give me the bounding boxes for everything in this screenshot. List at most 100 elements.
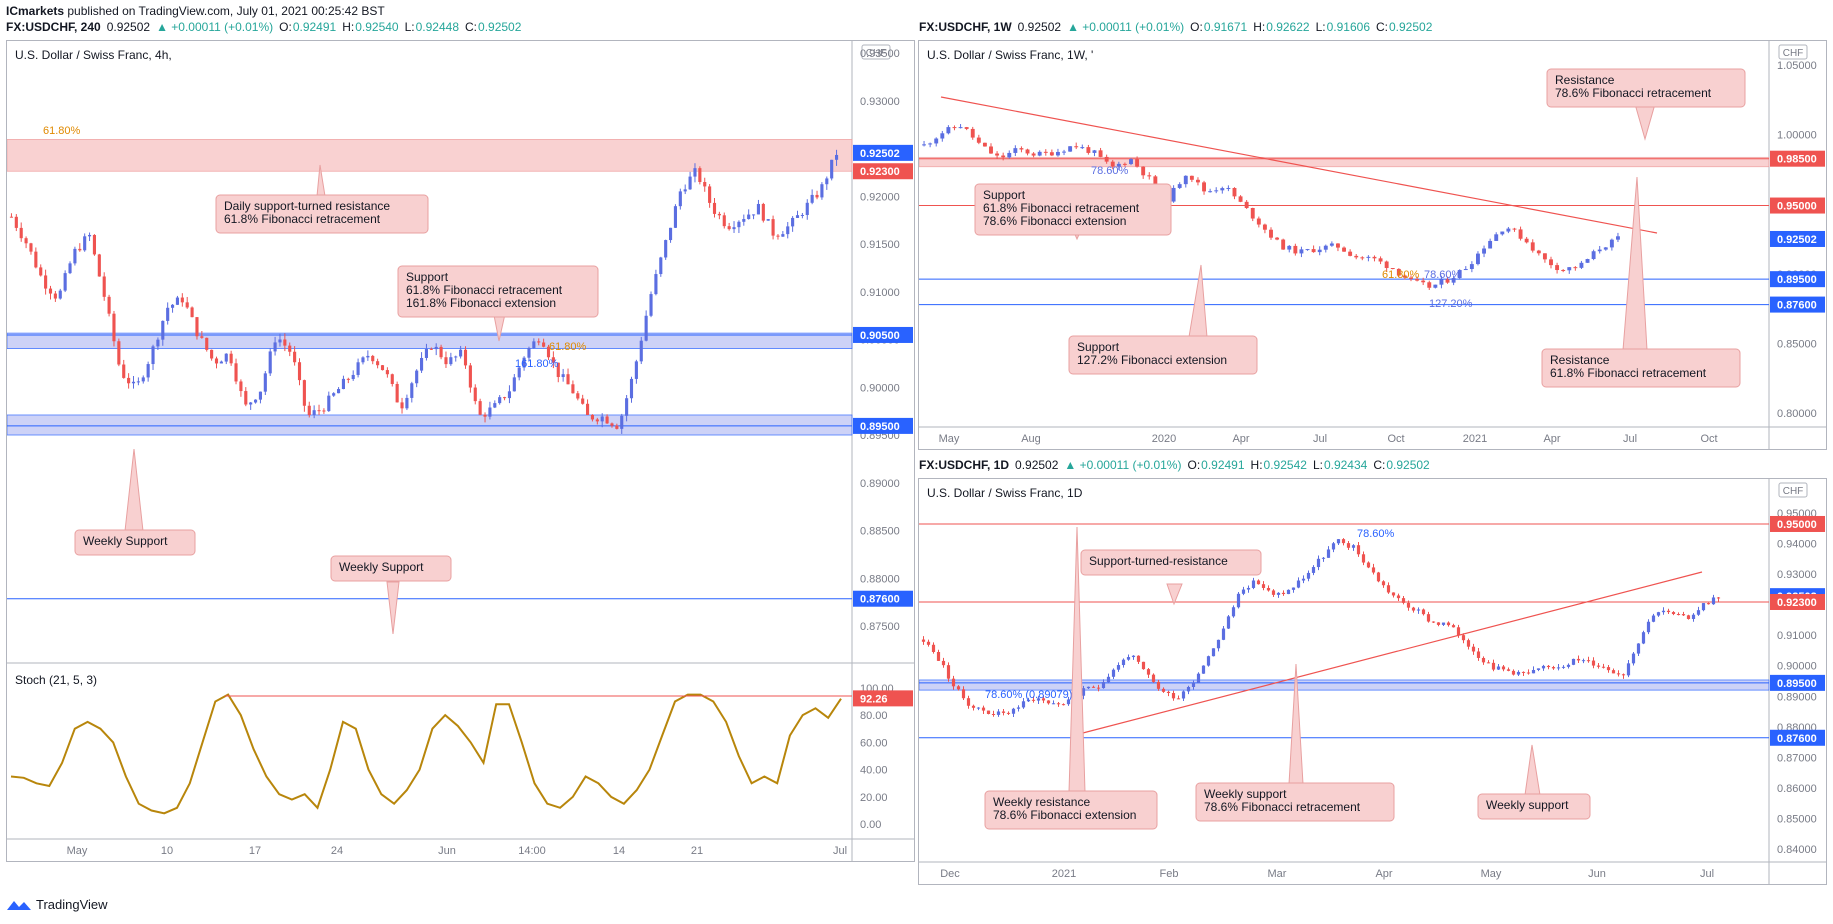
candle-body: [117, 341, 121, 365]
candle-body: [156, 339, 160, 347]
candle-body: [1491, 662, 1496, 670]
candle-body: [800, 214, 804, 216]
candle-body: [419, 357, 424, 371]
candle-body: [1636, 643, 1641, 654]
candle-body: [1244, 201, 1249, 208]
x-tick-label: Jul: [1700, 868, 1714, 880]
chart-panel-4h[interactable]: U.S. Dollar / Swiss Franc, 4h, CHF 0.93500…: [6, 40, 915, 862]
candle-body: [649, 294, 653, 316]
x-tick-label: Oct: [1700, 433, 1717, 445]
candle-body: [1591, 251, 1596, 260]
x-tick-label: Jul: [833, 845, 847, 857]
candle-body: [24, 238, 28, 244]
candle-body: [1546, 665, 1551, 668]
x-tick-label: Feb: [1160, 868, 1179, 880]
trendline: [940, 96, 1658, 234]
chart-4h[interactable]: U.S. Dollar / Swiss Franc, 4h, CHF0.93500…: [6, 41, 914, 861]
x-tick-label: May: [939, 433, 960, 445]
candle-body: [1701, 603, 1706, 611]
candle-body: [688, 176, 692, 190]
chart-1w[interactable]: U.S. Dollar / Swiss Franc, 1W, ' CHF1.050…: [918, 41, 1826, 449]
candle-body: [1021, 701, 1026, 708]
candle-body: [146, 364, 150, 378]
price-label-box: [1770, 729, 1825, 746]
candle-body: [1541, 665, 1546, 669]
candle-body: [97, 254, 101, 277]
candle-body: [1457, 270, 1462, 279]
chart-panel-1w[interactable]: U.S. Dollar / Swiss Franc, 1W, ' CHF 1.050…: [918, 40, 1827, 450]
chart-1d[interactable]: U.S. Dollar / Swiss Franc, 1D CHF 0.95000 0…: [918, 479, 1826, 884]
y-tick-label: 0.91500: [860, 239, 900, 251]
candle-body: [73, 248, 77, 264]
candle-body: [1401, 598, 1406, 603]
symbol-line-l: L:: [1312, 458, 1323, 472]
candle-body: [1026, 699, 1031, 702]
candle-body: [1296, 580, 1301, 588]
stoch-tick-label: 20.00: [860, 792, 888, 804]
candle-body: [1231, 607, 1236, 617]
candle-body: [1181, 691, 1186, 699]
candle-body: [1433, 284, 1438, 288]
trendline: [1078, 571, 1703, 735]
candle-body: [537, 341, 541, 343]
candle-body: [1530, 242, 1535, 251]
callout-text: 78.6% Fibonacci extension: [983, 214, 1126, 228]
candle-body: [995, 153, 1000, 156]
candle-body: [1276, 592, 1281, 595]
candle-body: [941, 660, 946, 666]
candle-body: [200, 336, 204, 338]
candle-body: [795, 215, 800, 218]
y-tick-label: 0.80000: [1777, 408, 1817, 420]
candle-body: [507, 391, 512, 399]
candle-body: [1391, 592, 1396, 596]
candle-body: [1469, 264, 1474, 269]
price-label-box: [1770, 593, 1825, 610]
symbol-line-last: 0.92502: [1015, 458, 1059, 472]
candle-body: [620, 415, 624, 429]
candle-body: [1176, 698, 1181, 700]
candle-body: [571, 384, 575, 394]
candle-body: [971, 705, 976, 708]
candle-body: [815, 194, 819, 198]
candle-body: [1476, 253, 1480, 265]
candle-body: [976, 707, 981, 709]
symbol-line-h: H:: [1253, 20, 1266, 34]
candle-body: [1471, 646, 1476, 652]
candle-body: [1681, 614, 1686, 616]
symbol-line-lv: 0.91606: [1326, 20, 1370, 34]
y-tick-label: 0.86000: [1777, 783, 1817, 795]
y-tick-label: 1.00000: [1777, 130, 1817, 142]
candle-body: [1275, 237, 1280, 240]
candle-body: [952, 127, 957, 129]
candle-body: [756, 203, 761, 215]
symbol-line-4h: FX:USDCHF, 240 0.92502 ▲ +0.00011 (+0.01%)…: [6, 20, 527, 34]
candle-body: [946, 127, 951, 134]
candle-body: [493, 403, 497, 408]
chart-panel-1d[interactable]: U.S. Dollar / Swiss Franc, 1D CHF 0.95000 0…: [918, 478, 1827, 885]
candle-body: [1080, 147, 1085, 149]
tradingview-logo[interactable]: TradingView: [6, 897, 108, 912]
candle-body: [786, 226, 790, 235]
candle-body: [293, 351, 297, 363]
candle-body: [278, 339, 282, 343]
candle-body: [263, 373, 267, 392]
symbol-line-last: 0.92502: [106, 20, 151, 34]
candle-body: [1561, 666, 1566, 668]
candle-body: [1518, 229, 1523, 239]
fib-label: 127.20%: [1429, 298, 1473, 310]
candle-body: [410, 383, 414, 398]
candle-body: [239, 381, 243, 392]
callout-box: [215, 194, 429, 234]
candle-body: [708, 186, 712, 203]
candle-body: [380, 365, 385, 371]
price-label: 0.90500: [860, 330, 900, 342]
callout-text: Weekly support: [1486, 798, 1569, 812]
candle-body: [581, 398, 585, 404]
candle-body: [634, 361, 638, 379]
candle-body: [1551, 667, 1556, 669]
candle-body: [1482, 248, 1486, 254]
symbol-line-last: 0.92502: [1017, 20, 1062, 34]
candle-body: [1062, 151, 1066, 153]
candle-body: [317, 410, 321, 412]
candle-body: [1086, 686, 1091, 689]
